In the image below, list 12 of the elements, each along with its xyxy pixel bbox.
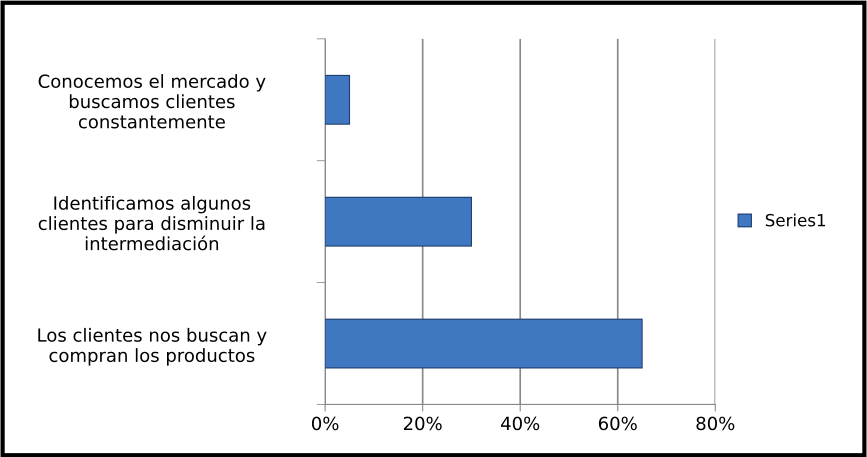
bar bbox=[325, 318, 643, 368]
bar bbox=[325, 196, 472, 247]
x-tick-label: 60% bbox=[598, 416, 637, 430]
x-tick-label: 0% bbox=[312, 416, 338, 430]
y-tick-label: Conocemos el mercado y buscamos clientes constantemente bbox=[38, 74, 266, 128]
bar bbox=[325, 74, 350, 125]
legend-label: Series1 bbox=[766, 214, 826, 226]
x-tick-label: 40% bbox=[501, 416, 540, 430]
y-tick-label: Identificamos algunos clientes para disminuir la intermediación bbox=[38, 196, 264, 250]
y-tick-label: Los clientes nos buscan y compran los productos bbox=[38, 328, 267, 366]
x-tick-label: 80% bbox=[696, 416, 734, 430]
x-tick-label: 20% bbox=[404, 416, 442, 430]
